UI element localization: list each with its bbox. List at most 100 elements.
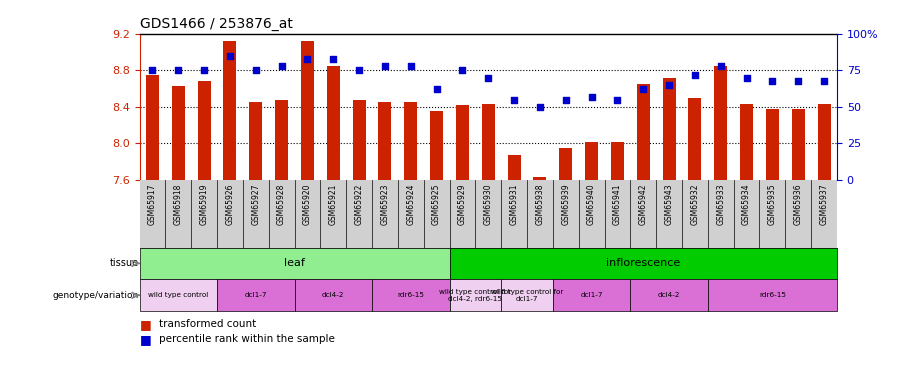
Text: GSM65918: GSM65918 (174, 183, 183, 225)
Bar (792, 109, 805, 180)
Bar (553, 279, 630, 311)
Text: rdr6-15: rdr6-15 (759, 292, 786, 298)
Point (791, 78, 806, 84)
Point (662, 82, 676, 88)
Text: GSM65922: GSM65922 (355, 183, 364, 225)
Point (352, 68, 366, 74)
Point (688, 72, 702, 78)
Text: GSM65941: GSM65941 (613, 183, 622, 225)
Bar (449, 279, 501, 311)
Bar (585, 142, 598, 180)
Point (481, 75, 495, 81)
Text: GSM65935: GSM65935 (768, 183, 777, 225)
Text: wild type control for
dcl4-2, rdr6-15: wild type control for dcl4-2, rdr6-15 (439, 289, 511, 302)
Point (817, 78, 832, 84)
Bar (707, 279, 837, 311)
Text: GSM65925: GSM65925 (432, 183, 441, 225)
Bar (223, 41, 237, 180)
Point (765, 78, 779, 84)
Text: tissue: tissue (110, 258, 139, 268)
Text: transformed count: transformed count (159, 320, 256, 329)
Bar (630, 279, 707, 311)
Bar (140, 279, 217, 311)
Bar (275, 100, 288, 180)
Text: GSM65937: GSM65937 (820, 183, 829, 225)
Point (636, 86, 651, 92)
Bar (482, 104, 495, 180)
Text: wild type control: wild type control (148, 292, 209, 298)
Point (145, 68, 159, 74)
Bar (766, 109, 778, 180)
Bar (379, 102, 392, 180)
Text: dcl4-2: dcl4-2 (658, 292, 680, 298)
Bar (146, 75, 159, 180)
Point (714, 63, 728, 69)
Point (610, 97, 625, 103)
Point (171, 68, 185, 74)
Text: leaf: leaf (284, 258, 305, 268)
Point (326, 56, 340, 62)
Bar (637, 84, 650, 180)
Bar (217, 279, 294, 311)
Text: GSM65936: GSM65936 (794, 183, 803, 225)
Text: GSM65933: GSM65933 (716, 183, 725, 225)
Bar (740, 104, 753, 180)
Bar (404, 102, 418, 180)
Bar (817, 104, 831, 180)
Text: percentile rank within the sample: percentile rank within the sample (159, 334, 335, 344)
Text: dcl1-7: dcl1-7 (245, 292, 267, 298)
Text: GSM65932: GSM65932 (690, 183, 699, 225)
Bar (172, 86, 184, 180)
Bar (294, 279, 372, 311)
Point (301, 56, 315, 62)
Text: GSM65923: GSM65923 (381, 183, 390, 225)
Bar (353, 100, 365, 180)
Text: GSM65928: GSM65928 (277, 183, 286, 225)
Bar (430, 111, 443, 180)
Bar (559, 148, 572, 180)
Point (222, 53, 237, 59)
Point (740, 75, 754, 81)
Text: GSM65943: GSM65943 (664, 183, 673, 225)
Text: rdr6-15: rdr6-15 (397, 292, 424, 298)
Text: genotype/variation: genotype/variation (52, 291, 139, 300)
Text: GSM65927: GSM65927 (251, 183, 260, 225)
Bar (688, 98, 701, 180)
Point (378, 63, 392, 69)
Bar (534, 177, 546, 180)
Bar (456, 105, 469, 180)
Bar (327, 66, 339, 180)
Text: GSM65920: GSM65920 (303, 183, 312, 225)
Text: GSM65921: GSM65921 (328, 183, 338, 225)
Text: GSM65926: GSM65926 (225, 183, 234, 225)
Point (248, 68, 263, 74)
Point (584, 94, 598, 100)
Text: GSM65938: GSM65938 (536, 183, 544, 225)
Text: GSM65931: GSM65931 (509, 183, 518, 225)
Bar (301, 41, 314, 180)
Bar (140, 248, 449, 279)
Text: ■: ■ (140, 318, 151, 331)
Point (533, 104, 547, 110)
Text: GSM65942: GSM65942 (639, 183, 648, 225)
Bar (198, 81, 211, 180)
Bar (508, 155, 520, 180)
Text: GSM65919: GSM65919 (200, 183, 209, 225)
Point (274, 63, 289, 69)
Point (507, 97, 521, 103)
Text: wild type control for
dcl1-7: wild type control for dcl1-7 (491, 289, 563, 302)
Text: ■: ■ (140, 333, 151, 346)
Point (455, 68, 470, 74)
Bar (449, 248, 837, 279)
Text: inflorescence: inflorescence (606, 258, 680, 268)
Text: dcl4-2: dcl4-2 (322, 292, 345, 298)
Text: GSM65924: GSM65924 (406, 183, 415, 225)
Bar (372, 279, 449, 311)
Bar (249, 102, 262, 180)
Bar (501, 279, 553, 311)
Bar (715, 66, 727, 180)
Point (197, 68, 211, 74)
Point (403, 63, 418, 69)
Text: GSM65939: GSM65939 (562, 183, 571, 225)
Bar (611, 142, 624, 180)
